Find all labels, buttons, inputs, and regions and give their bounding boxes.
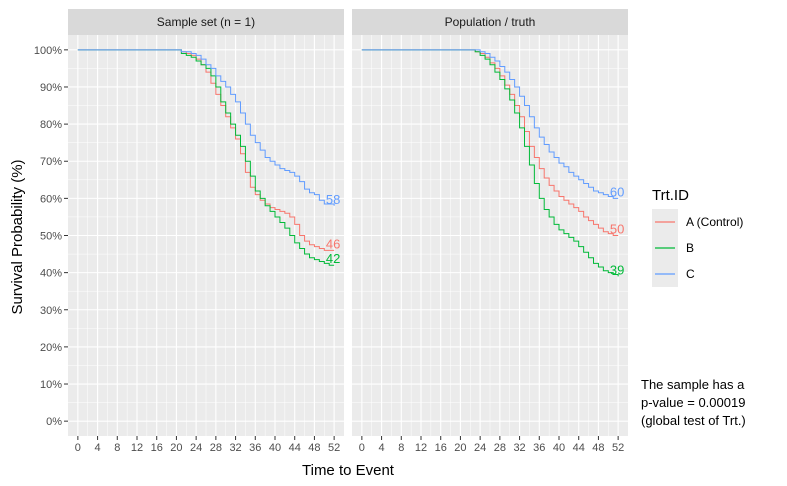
legend-item: B (652, 235, 694, 261)
end-value-label: 46 (326, 236, 340, 251)
survival-curve (77, 49, 335, 266)
x-tick-label: 52 (612, 442, 624, 454)
x-tick-label: 0 (359, 442, 365, 454)
y-tick-label: 10% (40, 379, 62, 391)
x-tick-label: 40 (553, 442, 565, 454)
legend-label: C (686, 267, 695, 281)
note-line: The sample has a (641, 377, 745, 392)
legend-items: A (Control) BC (652, 209, 743, 287)
y-axis-title: Survival Probability (%) (9, 159, 26, 314)
y-tick-label: 80% (40, 119, 62, 131)
x-tick-label: 20 (170, 442, 182, 454)
x-tick-label: 36 (249, 442, 261, 454)
x-tick-label: 44 (573, 442, 585, 454)
x-tick-label: 16 (151, 442, 163, 454)
axes: 0 4 8 12 16 20 24 28 32 36 40 44 48 52 0 4 8 12 16 20 24 28 32… (34, 45, 624, 454)
facet-strip (352, 9, 628, 35)
note-line: (global test of Trt.) (641, 413, 746, 428)
x-tick-label: 48 (592, 442, 604, 454)
survival-curve (361, 49, 619, 277)
x-tick-label: 4 (379, 442, 385, 454)
x-tick-label: 24 (474, 442, 486, 454)
x-axis-title: Time to Event (302, 462, 395, 479)
end-value-label: 58 (326, 192, 340, 207)
y-tick-label: 0% (46, 416, 62, 428)
y-tick-label: 70% (40, 156, 62, 168)
end-value-label: 60 (610, 184, 624, 199)
x-tick-label: 36 (533, 442, 545, 454)
y-tick-label: 100% (34, 45, 62, 57)
x-tick-label: 40 (269, 442, 281, 454)
facet-panel: Population / truth 50 39 60 (352, 9, 628, 436)
survival-curve (361, 49, 619, 236)
facet-strip-label: Population / truth (445, 15, 536, 29)
legend-title: Trt.ID (652, 187, 689, 204)
y-tick-label: 20% (40, 342, 62, 354)
y-tick-label: 50% (40, 231, 62, 243)
x-tick-label: 8 (114, 442, 120, 454)
legend-label: A (Control) (686, 215, 743, 229)
x-tick-label: 28 (494, 442, 506, 454)
y-tick-label: 30% (40, 305, 62, 317)
facet-strip-label: Sample set (n = 1) (157, 15, 255, 29)
survival-curve (77, 49, 335, 206)
x-tick-label: 0 (75, 442, 81, 454)
facet-strip (68, 9, 344, 35)
x-tick-label: 8 (398, 442, 404, 454)
survival-curve (361, 49, 619, 199)
x-tick-label: 48 (308, 442, 320, 454)
y-tick-label: 40% (40, 268, 62, 280)
x-tick-label: 12 (131, 442, 143, 454)
legend-item: A (Control) (652, 209, 743, 235)
p-value-note: The sample has a p-value = 0.00019 (glob… (641, 376, 781, 430)
x-tick-label: 52 (328, 442, 340, 454)
y-tick-label: 90% (40, 82, 62, 94)
x-tick-label: 32 (229, 442, 241, 454)
x-tick-label: 16 (435, 442, 447, 454)
x-tick-label: 12 (415, 442, 427, 454)
x-tick-label: 28 (210, 442, 222, 454)
x-tick-label: 24 (190, 442, 202, 454)
x-tick-label: 20 (454, 442, 466, 454)
x-tick-label: 32 (513, 442, 525, 454)
end-value-label: 42 (326, 251, 340, 266)
x-tick-label: 44 (289, 442, 301, 454)
legend-label: B (686, 241, 694, 255)
end-value-label: 50 (610, 222, 624, 237)
end-value-label: 39 (610, 262, 624, 277)
note-line: p-value = 0.00019 (641, 395, 746, 410)
legend: Trt.ID A (Control) BC (652, 187, 743, 287)
legend-item: C (652, 261, 695, 287)
x-tick-label: 4 (95, 442, 101, 454)
y-tick-label: 60% (40, 193, 62, 205)
